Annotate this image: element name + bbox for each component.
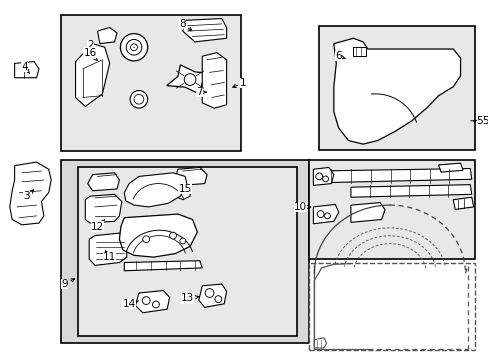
Text: 3: 3 [23, 190, 34, 201]
Circle shape [184, 74, 196, 85]
Text: 10: 10 [293, 202, 310, 212]
Circle shape [324, 213, 330, 219]
Text: 6: 6 [335, 51, 345, 61]
PathPatch shape [313, 167, 333, 185]
PathPatch shape [89, 233, 126, 265]
PathPatch shape [333, 38, 460, 144]
Circle shape [142, 236, 149, 243]
Text: 12: 12 [91, 220, 104, 231]
PathPatch shape [75, 44, 109, 107]
Circle shape [322, 176, 328, 182]
Text: 7: 7 [196, 87, 206, 97]
PathPatch shape [199, 284, 226, 307]
PathPatch shape [183, 19, 226, 42]
PathPatch shape [15, 62, 39, 78]
Text: 15: 15 [178, 184, 191, 194]
Circle shape [180, 238, 185, 244]
Text: 9: 9 [61, 279, 75, 289]
PathPatch shape [314, 338, 326, 348]
Text: 16: 16 [83, 48, 97, 60]
Circle shape [130, 90, 147, 108]
Circle shape [205, 289, 214, 297]
Text: 5: 5 [469, 116, 488, 126]
Circle shape [315, 173, 322, 180]
PathPatch shape [353, 47, 365, 56]
PathPatch shape [175, 182, 190, 200]
PathPatch shape [350, 185, 471, 197]
PathPatch shape [202, 53, 226, 108]
Circle shape [152, 301, 159, 308]
PathPatch shape [452, 197, 473, 210]
Text: 5: 5 [472, 116, 482, 126]
Bar [61, 15, 241, 151]
PathPatch shape [87, 173, 119, 191]
PathPatch shape [175, 167, 207, 185]
Bar [78, 167, 297, 336]
Text: 2: 2 [87, 40, 95, 53]
Text: 4: 4 [21, 62, 30, 73]
PathPatch shape [438, 163, 462, 172]
Circle shape [169, 232, 176, 239]
Circle shape [134, 94, 143, 104]
Text: 11: 11 [103, 251, 116, 262]
PathPatch shape [124, 261, 202, 271]
Circle shape [120, 33, 147, 61]
Text: 13: 13 [181, 293, 198, 303]
Circle shape [142, 297, 150, 305]
Bar [309, 262, 474, 350]
PathPatch shape [85, 194, 122, 223]
PathPatch shape [119, 214, 197, 257]
PathPatch shape [135, 291, 169, 313]
Text: 14: 14 [122, 299, 139, 309]
PathPatch shape [314, 168, 471, 183]
PathPatch shape [124, 173, 187, 207]
PathPatch shape [10, 162, 51, 225]
Text: 1: 1 [232, 78, 246, 88]
PathPatch shape [97, 27, 117, 44]
Bar [319, 26, 474, 149]
Circle shape [130, 44, 137, 51]
Circle shape [317, 211, 324, 217]
Bar [309, 160, 474, 259]
Circle shape [215, 296, 221, 302]
PathPatch shape [313, 204, 338, 224]
PathPatch shape [350, 203, 384, 222]
PathPatch shape [166, 65, 213, 94]
Circle shape [126, 40, 142, 55]
Bar [61, 160, 309, 343]
Text: 8: 8 [179, 19, 191, 31]
